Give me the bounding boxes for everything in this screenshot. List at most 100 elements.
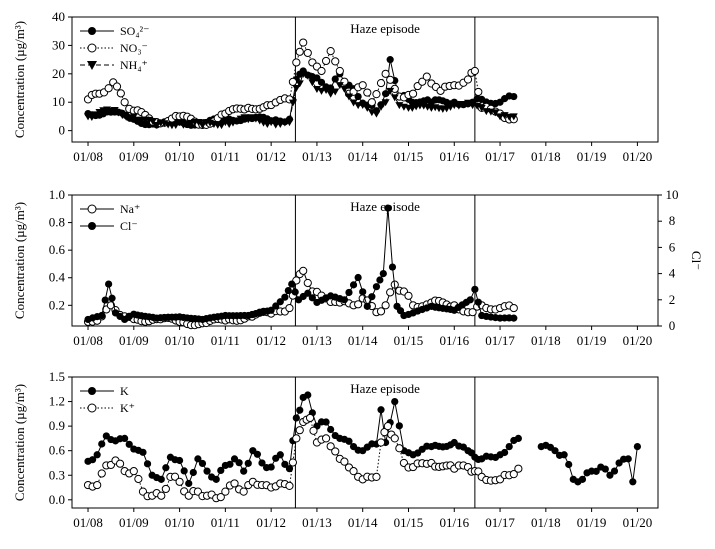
- data-point: [372, 90, 381, 99]
- data-point: [292, 434, 301, 443]
- data-point: [326, 442, 335, 451]
- data-point: [308, 79, 317, 87]
- data-point: [296, 406, 304, 414]
- data-point: [317, 66, 326, 76]
- data-point: [281, 293, 289, 301]
- data-point: [395, 422, 403, 430]
- x-tick-label: 01/08: [73, 149, 103, 164]
- panel-1: 0 10 20 30 40 01/08 01/09 01/10 01/11 01/12 01/13 0…: [12, 9, 659, 164]
- x-tick-label: 01/17: [485, 333, 515, 348]
- data-point: [624, 455, 632, 463]
- x-tick-label: 01/18: [531, 333, 561, 348]
- y-tick-label: 20: [52, 66, 65, 81]
- data-point: [395, 444, 404, 453]
- data-point: [194, 455, 202, 463]
- x-tick-label: 01/16: [439, 515, 469, 530]
- data-point: [408, 89, 418, 98]
- x-tick-label: 01/09: [119, 149, 149, 164]
- data-point: [345, 288, 353, 297]
- data-point: [112, 82, 122, 91]
- data-point: [185, 479, 193, 488]
- y2-tick-label: 10: [666, 187, 679, 202]
- x-tick-label: 01/13: [302, 515, 332, 530]
- data-point: [349, 99, 358, 107]
- data-point: [251, 115, 260, 123]
- data-point: [105, 280, 113, 288]
- data-point: [386, 288, 395, 297]
- legend-marker: [87, 403, 97, 413]
- data-point: [267, 119, 276, 127]
- data-point: [386, 87, 395, 95]
- y-axis-label: Concentration (µg/m³): [12, 202, 27, 319]
- legend-marker: [87, 61, 97, 70]
- data-point: [468, 308, 477, 317]
- x-tick-label: 01/19: [577, 149, 607, 164]
- data-point: [98, 440, 106, 448]
- data-point: [175, 456, 184, 465]
- y2-tick-label: 4: [669, 266, 676, 281]
- x-tick-label: 01/20: [623, 149, 653, 164]
- data-point: [606, 471, 614, 479]
- data-point: [335, 66, 344, 76]
- data-point: [349, 281, 358, 289]
- data-point: [340, 85, 349, 93]
- data-point: [91, 111, 100, 119]
- data-point: [471, 285, 479, 293]
- data-point: [463, 75, 473, 84]
- data-point: [514, 434, 522, 443]
- y2-tick-label: 8: [669, 213, 676, 228]
- data-point: [288, 458, 297, 467]
- y2-tick-label: 6: [669, 239, 676, 254]
- data-point: [368, 293, 376, 301]
- data-point: [139, 448, 147, 456]
- data-point: [610, 467, 619, 475]
- data-point: [470, 66, 479, 76]
- x-tick-label: 01/20: [623, 515, 653, 530]
- data-point: [376, 276, 384, 284]
- data-point: [382, 90, 390, 98]
- y-tick-label: 1.5: [49, 369, 65, 384]
- data-point: [108, 294, 116, 302]
- data-point: [148, 118, 157, 126]
- x-tick-label: 01/08: [73, 515, 103, 530]
- data-point: [496, 113, 505, 121]
- data-point: [255, 117, 264, 125]
- data-point: [510, 92, 518, 101]
- data-point: [276, 298, 284, 306]
- x-tick-label: 01/17: [485, 515, 515, 530]
- x-tick-label: 01/15: [394, 149, 424, 164]
- data-point: [194, 118, 203, 126]
- x-tick-label: 01/09: [119, 333, 149, 348]
- data-point: [473, 102, 482, 110]
- data-point: [477, 104, 486, 112]
- data-point: [161, 484, 170, 494]
- data-point: [284, 286, 292, 295]
- data-point: [381, 99, 390, 107]
- y-tick-label: 0.0: [49, 492, 65, 507]
- data-point: [384, 204, 392, 212]
- data-point: [285, 119, 294, 127]
- data-point: [240, 114, 249, 122]
- data-point: [304, 289, 312, 297]
- data-point: [295, 47, 304, 56]
- data-point: [104, 84, 113, 93]
- data-point: [386, 75, 395, 84]
- data-point: [322, 418, 330, 426]
- x-tick-label: 01/15: [394, 333, 424, 348]
- data-point: [93, 451, 101, 459]
- data-point: [390, 434, 399, 443]
- data-point: [281, 460, 289, 468]
- data-point: [327, 425, 335, 434]
- data-point: [288, 280, 296, 288]
- data-point: [143, 460, 152, 468]
- data-point: [272, 302, 280, 310]
- panel-2: 0.2 0.4 0.6 0.8 1.0 0 2 4 6 8 10 Cl⁻ 01/08 01/09 01/10…: [12, 187, 704, 348]
- data-point: [288, 99, 297, 107]
- data-point: [303, 48, 312, 58]
- y-tick-label: 0.3: [49, 467, 65, 482]
- data-point: [376, 438, 386, 447]
- data-point: [189, 468, 197, 477]
- y-tick-label: 0.6: [49, 443, 66, 458]
- data-point: [267, 463, 275, 471]
- y-tick-label: 0.4: [49, 270, 66, 285]
